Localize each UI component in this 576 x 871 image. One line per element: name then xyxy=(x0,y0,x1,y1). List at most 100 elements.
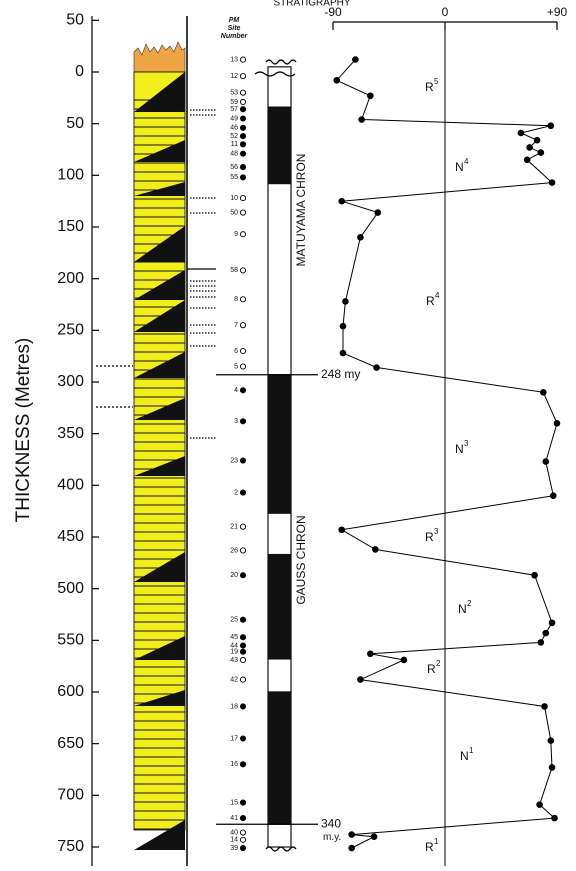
site-label: 15 xyxy=(230,799,238,806)
y-tick-label: 150 xyxy=(57,218,84,235)
vgp-point xyxy=(357,676,364,683)
vgp-point xyxy=(548,179,556,186)
site-label: 9 xyxy=(234,231,238,238)
polarity-interval xyxy=(267,823,292,848)
site-label: 46 xyxy=(230,125,238,132)
site-label: 7 xyxy=(234,322,238,329)
y-tick-label: 400 xyxy=(57,477,84,494)
zone-sup: 4 xyxy=(464,157,469,166)
vgp-point xyxy=(358,116,365,123)
site-label: 39 xyxy=(230,845,238,852)
vgp-point xyxy=(548,764,556,771)
vgp-point xyxy=(357,234,364,241)
y-tick-label: 100 xyxy=(57,167,84,184)
site-marker xyxy=(239,164,247,171)
vgp-point xyxy=(372,546,379,553)
site-marker xyxy=(239,523,247,530)
site-label: 16 xyxy=(230,761,238,768)
polarity-interval xyxy=(267,512,292,556)
y-tick-label: 0 xyxy=(75,63,84,80)
zone-sup: 1 xyxy=(434,837,439,846)
zone-label: R xyxy=(425,80,434,94)
vgp-point xyxy=(531,571,538,579)
site-label: 18 xyxy=(230,703,238,710)
zone-label: R xyxy=(427,662,436,676)
site-marker xyxy=(239,133,247,140)
zone-label: N xyxy=(455,160,464,174)
site-marker xyxy=(239,676,247,683)
vgp-point xyxy=(537,149,545,156)
site-marker xyxy=(239,572,247,579)
zone-label: N xyxy=(455,442,464,456)
site-label: 26 xyxy=(230,547,238,554)
site-label: 17 xyxy=(230,735,238,742)
y-tick-label: 550 xyxy=(57,632,84,649)
site-label: 8 xyxy=(234,296,238,303)
site-label: 53 xyxy=(230,90,238,97)
site-label: 12 xyxy=(230,73,238,80)
vgp-point xyxy=(339,322,347,330)
site-label: 42 xyxy=(230,676,238,683)
site-marker xyxy=(239,735,247,742)
site-marker xyxy=(239,231,247,238)
y-tick-label: 350 xyxy=(57,425,84,442)
site-marker xyxy=(239,547,247,554)
soil-top xyxy=(133,41,186,73)
site-marker xyxy=(239,648,247,655)
site-header: PM xyxy=(229,17,240,24)
site-label: 25 xyxy=(230,617,238,624)
vgp-curve xyxy=(335,59,558,849)
polarity-interval xyxy=(267,553,292,660)
age-label: 340 xyxy=(321,816,341,830)
site-label: 41 xyxy=(230,815,238,822)
site-marker xyxy=(239,73,247,80)
vgp-point xyxy=(541,703,548,710)
site-label: 19 xyxy=(230,649,238,656)
site-marker xyxy=(239,616,247,623)
vgp-point xyxy=(374,209,382,216)
site-label: 11 xyxy=(231,141,238,148)
site-label: 43 xyxy=(230,657,238,664)
site-label: 48 xyxy=(230,150,238,157)
zone-sup: 4 xyxy=(435,291,440,300)
site-label: 52 xyxy=(230,133,238,140)
vgp-point xyxy=(542,629,550,637)
y-tick-label: 50 xyxy=(66,115,84,132)
site-label: 3 xyxy=(234,418,238,425)
site-marker xyxy=(239,195,247,202)
site-label: 10 xyxy=(230,195,238,202)
zone-sup: 2 xyxy=(436,659,441,668)
site-marker xyxy=(239,844,247,852)
vgp-point xyxy=(338,526,346,534)
site-marker xyxy=(239,124,247,131)
site-marker xyxy=(239,115,247,122)
y-tick-label: 700 xyxy=(57,787,84,804)
polarity-interval xyxy=(267,106,292,185)
x-tick-label: -90 xyxy=(324,5,342,19)
shale-wedge xyxy=(134,352,185,378)
vgp-point xyxy=(400,656,408,664)
vgp-point xyxy=(553,420,561,427)
vgp-point xyxy=(542,458,550,465)
site-label: 59 xyxy=(230,99,238,106)
site-label: 21 xyxy=(230,524,238,531)
chron-label: MATUYAMA CHRON xyxy=(294,154,308,267)
site-marker xyxy=(239,457,247,464)
vgp-point xyxy=(339,349,347,357)
site-label: 57 xyxy=(230,106,238,113)
zone-sup: 3 xyxy=(434,527,439,536)
shale-wedge xyxy=(134,456,185,476)
vgp-point xyxy=(547,737,555,744)
y-tick-label: 250 xyxy=(57,322,84,339)
y-tick-label: 500 xyxy=(57,580,84,597)
vgp-point xyxy=(333,76,341,84)
unconformity xyxy=(254,71,296,77)
vgp-point xyxy=(342,298,349,305)
site-label: 45 xyxy=(230,634,238,641)
site-label: 56 xyxy=(230,164,238,171)
site-label: 50 xyxy=(230,209,238,216)
site-marker xyxy=(239,141,247,148)
zone-sup: 1 xyxy=(469,746,474,755)
site-marker xyxy=(239,150,247,157)
